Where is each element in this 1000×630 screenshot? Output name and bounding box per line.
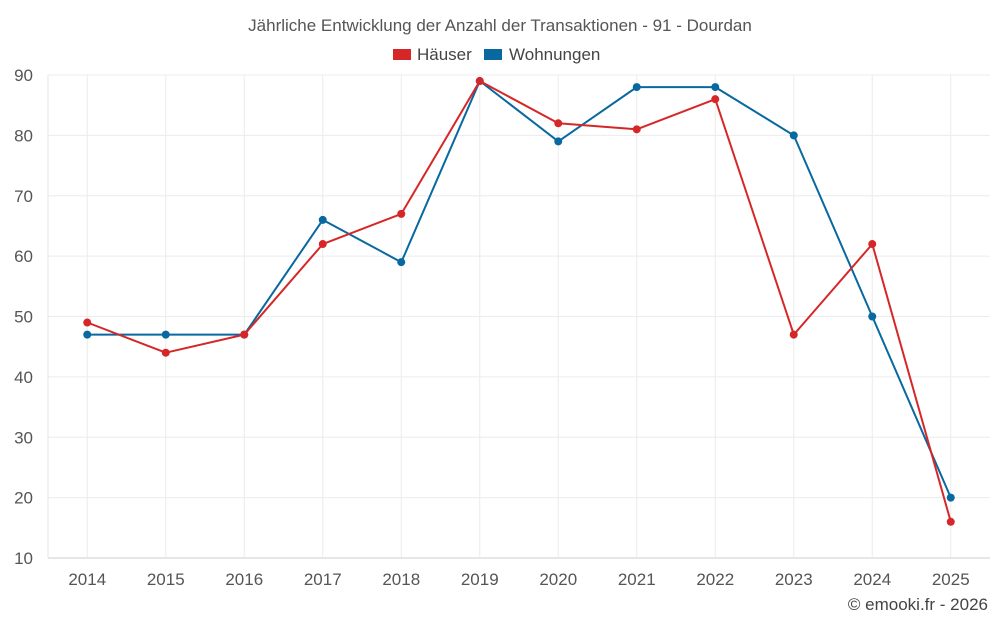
data-point-wohnungen[interactable]	[554, 137, 563, 146]
data-point-haeuser[interactable]	[397, 209, 406, 218]
data-point-wohnungen[interactable]	[318, 215, 327, 224]
data-point-haeuser[interactable]	[83, 318, 92, 327]
data-point-wohnungen[interactable]	[789, 131, 798, 140]
data-point-haeuser[interactable]	[240, 330, 249, 339]
data-point-haeuser[interactable]	[318, 240, 327, 249]
data-point-haeuser[interactable]	[868, 240, 877, 249]
data-point-wohnungen[interactable]	[711, 83, 720, 92]
x-tick-label: 2023	[775, 570, 813, 589]
data-point-haeuser[interactable]	[554, 119, 563, 128]
data-point-wohnungen[interactable]	[632, 83, 641, 92]
credit-text: © emooki.fr - 2026	[848, 595, 988, 614]
x-tick-label: 2016	[225, 570, 263, 589]
x-tick-label: 2018	[382, 570, 420, 589]
data-point-wohnungen[interactable]	[83, 330, 92, 339]
x-tick-label: 2019	[461, 570, 499, 589]
data-point-wohnungen[interactable]	[868, 312, 877, 321]
x-tick-label: 2021	[618, 570, 656, 589]
data-point-haeuser[interactable]	[711, 95, 720, 104]
data-point-wohnungen[interactable]	[946, 493, 955, 502]
legend[interactable]: Häuser Wohnungen	[393, 45, 600, 64]
data-point-haeuser[interactable]	[632, 125, 641, 134]
x-tick-label: 2017	[304, 570, 342, 589]
data-point-wohnungen[interactable]	[161, 330, 170, 339]
series-points	[83, 77, 955, 526]
y-tick-label: 20	[14, 489, 33, 508]
series-line-wohnungen	[87, 80, 952, 498]
x-tick-label: 2015	[147, 570, 185, 589]
x-tick-label: 2014	[68, 570, 106, 589]
data-point-haeuser[interactable]	[475, 77, 484, 86]
legend-label-wohnungen[interactable]: Wohnungen	[509, 45, 600, 64]
legend-swatch-wohnungen[interactable]	[484, 49, 502, 60]
y-tick-label: 80	[14, 126, 33, 145]
y-tick-label: 40	[14, 368, 33, 387]
x-tick-label: 2025	[932, 570, 970, 589]
y-tick-label: 60	[14, 247, 33, 266]
data-point-haeuser[interactable]	[946, 517, 955, 526]
x-tick-label: 2024	[853, 570, 891, 589]
series-line-haeuser	[86, 80, 952, 523]
data-point-wohnungen[interactable]	[397, 258, 406, 267]
x-tick-label: 2022	[696, 570, 734, 589]
chart-title: Jährliche Entwicklung der Anzahl der Tra…	[248, 16, 752, 35]
series-lines	[86, 80, 952, 523]
data-point-haeuser[interactable]	[161, 348, 170, 357]
y-axis: 10 20 30 40 50 60 70 80 90	[14, 66, 33, 568]
y-tick-label: 70	[14, 187, 33, 206]
x-axis: 2014 2015 2016 2017 2018 2019 2020 2021 2022 2023…	[68, 570, 969, 589]
y-tick-label: 50	[14, 308, 33, 327]
y-tick-label: 10	[14, 549, 33, 568]
data-point-haeuser[interactable]	[789, 330, 798, 339]
grid	[47, 74, 990, 559]
x-tick-label: 2020	[539, 570, 577, 589]
y-tick-label: 90	[14, 66, 33, 85]
legend-label-haeuser[interactable]: Häuser	[417, 45, 472, 64]
y-tick-label: 30	[14, 428, 33, 447]
legend-swatch-haeuser[interactable]	[393, 49, 411, 60]
